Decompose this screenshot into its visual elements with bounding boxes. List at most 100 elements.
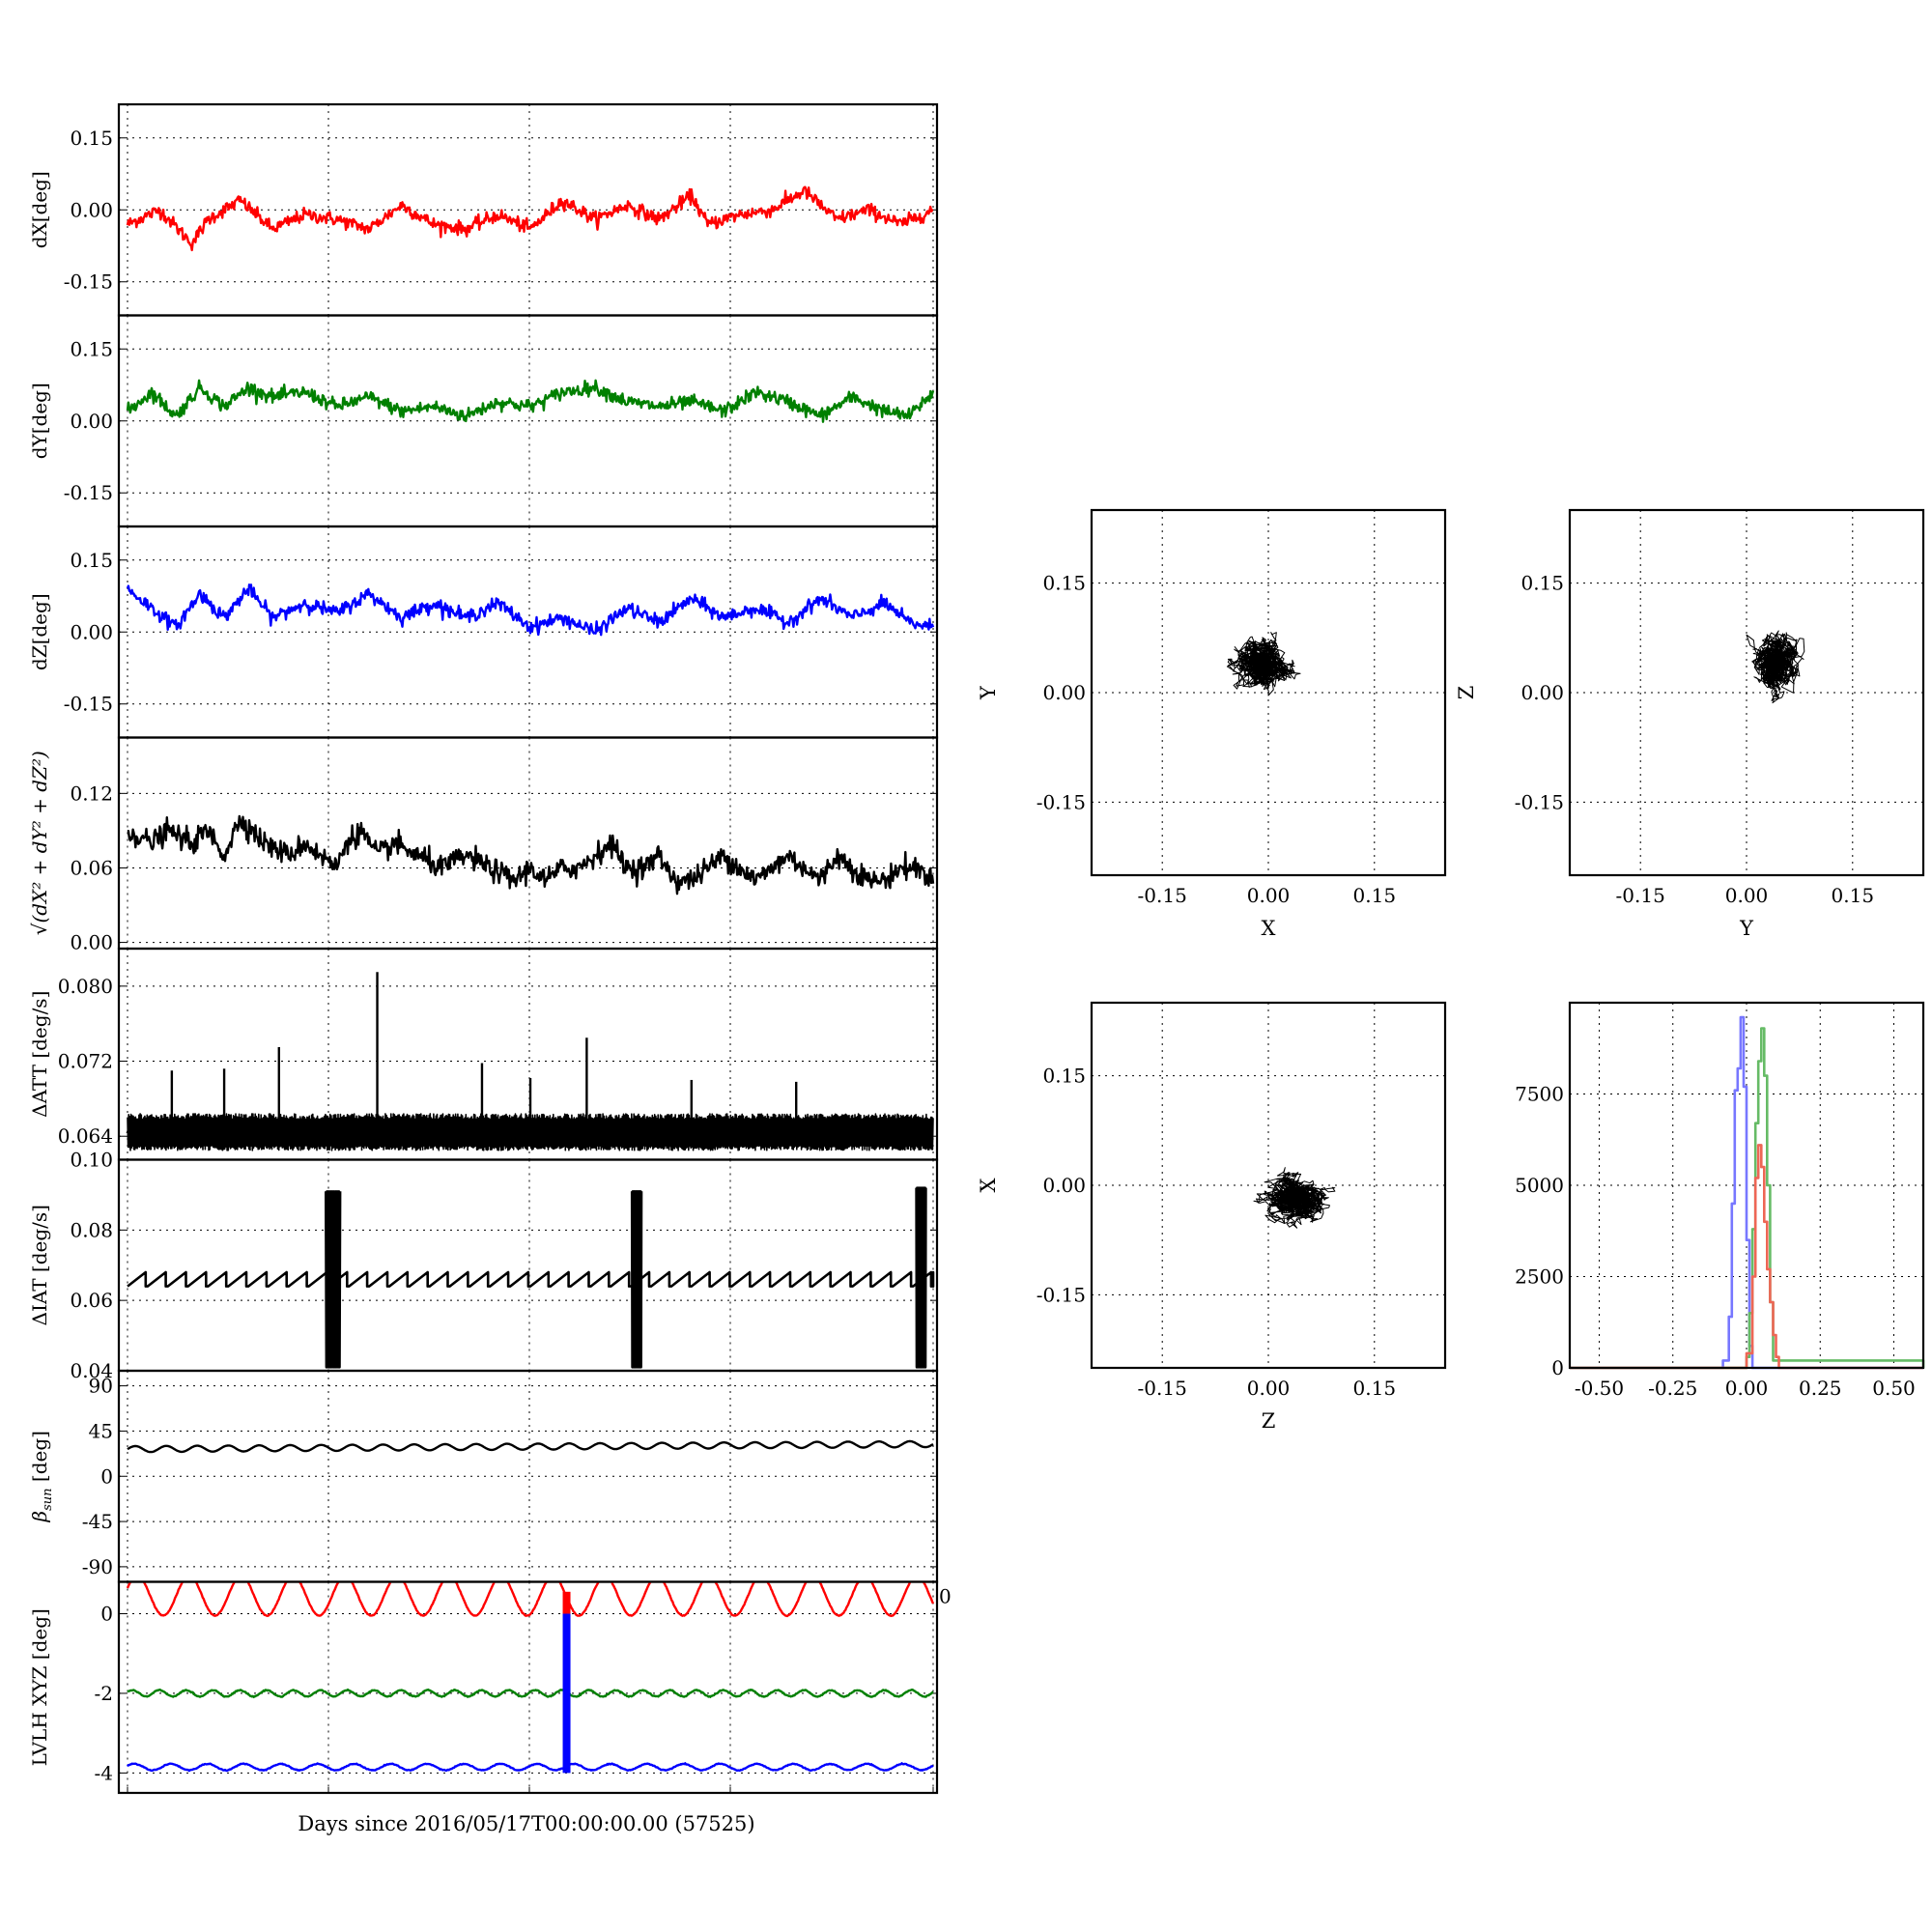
- ytick-label: 0.15: [1042, 572, 1086, 595]
- ylabel: LVLH XYZ [deg]: [28, 1608, 51, 1766]
- ytick-label: 0.00: [70, 410, 113, 433]
- series-line: [127, 1439, 934, 1454]
- panel-hist: -0.50 -0.25 0.00 0.25 0.50 7500 5000 2500 0: [1515, 1001, 1925, 1400]
- xlabel: X: [1262, 917, 1276, 940]
- ytick-label: -45: [82, 1510, 113, 1533]
- ytick-label: 7500: [1515, 1083, 1564, 1106]
- scatter-trace: [1253, 1167, 1336, 1229]
- ytick-label: 2500: [1515, 1265, 1564, 1289]
- panel-dX: 0.15 0.00 -0.15 dX[deg]: [28, 102, 939, 317]
- figure-xlabel: Days since 2016/05/17T00:00:00.00 (57525…: [298, 1812, 754, 1835]
- ytick-label: 0.15: [1520, 572, 1564, 595]
- ytick-label: -0.15: [1037, 790, 1086, 813]
- ytick-label: -90: [82, 1555, 113, 1578]
- ytick-label: 0.00: [70, 620, 113, 643]
- burst: [325, 1190, 342, 1369]
- data-dX: [126, 185, 934, 252]
- panel-scatter_zx: -0.15 0.15 0.00 0.00 0.15 -0.15 Z X: [977, 1001, 1447, 1433]
- ytick-label: 0.00: [1520, 681, 1564, 704]
- series-line: [127, 1762, 934, 1773]
- ytick-label: -0.15: [1515, 790, 1564, 813]
- panel-beta: 90 45 0 -45 -90 βsun [deg]: [28, 1369, 939, 1583]
- ytick-label: 0.00: [1042, 1174, 1086, 1197]
- ytick-label: -0.15: [1037, 1283, 1086, 1306]
- panel-scatter_yz: -0.15 0.15 0.00 0.00 0.15 -0.15 Y Z: [1455, 508, 1925, 940]
- ytick-label: 0.12: [70, 781, 113, 805]
- ytick-label: 0.04: [70, 1359, 113, 1382]
- data-dZ: [126, 583, 935, 637]
- xtick-label: -0.50: [1575, 1377, 1624, 1400]
- ytick-label: -0.15: [64, 693, 113, 716]
- series-line: [127, 1270, 935, 1288]
- panel-frame: [1090, 508, 1447, 877]
- scatter-trace: [1226, 632, 1301, 696]
- xlabel: Z: [1262, 1409, 1276, 1433]
- data-dIAT: [127, 1186, 935, 1369]
- ytick-label: 0.15: [1042, 1065, 1086, 1088]
- series-line: [126, 583, 935, 637]
- xtick-label: 0.15: [1353, 884, 1397, 907]
- xtick-label: -0.25: [1648, 1377, 1697, 1400]
- ylabel: X: [977, 1178, 1000, 1192]
- xtick-label: -0.15: [1138, 1377, 1187, 1400]
- panel-frame: [117, 1580, 939, 1795]
- ylabel: √(dX² + dY² + dZ²): [28, 751, 51, 935]
- ytick-label: -4: [95, 1761, 113, 1784]
- series-line: [127, 1688, 934, 1699]
- ytick-label: 0.15: [70, 127, 113, 150]
- ytick-label: 0: [100, 1464, 113, 1488]
- ytick-label: 0.064: [58, 1124, 113, 1148]
- ylabel: Y: [977, 685, 1000, 700]
- series-line: [126, 1581, 935, 1618]
- ylabel: dY[deg]: [28, 383, 51, 459]
- ytick-label: 45: [89, 1419, 113, 1442]
- xtick-label: 0.00: [1247, 884, 1291, 907]
- right-tick-label: 0: [939, 1585, 952, 1608]
- data-beta: [127, 1439, 934, 1454]
- series-line: [126, 185, 934, 252]
- xtick-label: -0.15: [1138, 884, 1187, 907]
- data-mag: [127, 814, 935, 895]
- xtick-label: 0.15: [1832, 884, 1875, 907]
- data-dY: [126, 379, 935, 423]
- series-line: [126, 379, 935, 423]
- ylabel: Z: [1455, 686, 1478, 700]
- ylabel: ΔIAT [deg/s]: [28, 1205, 51, 1325]
- panel-mag: 0.12 0.06 0.00 √(dX² + dY² + dZ²): [28, 736, 939, 954]
- ytick-label: 0.06: [70, 856, 113, 879]
- ytick-label: 0.08: [70, 1218, 113, 1241]
- ylabel: dX[deg]: [28, 171, 51, 248]
- panel-frame: [1568, 1001, 1925, 1370]
- xlabel: Y: [1739, 917, 1754, 940]
- ytick-label: 90: [89, 1375, 113, 1398]
- ytick-label: 0.06: [70, 1289, 113, 1312]
- panel-dY: 0.15 0.00 -0.15 dY[deg]: [28, 314, 939, 528]
- panel-frame: [1090, 1001, 1447, 1370]
- panel-frame: [1568, 508, 1925, 877]
- panel-dZ: 0.15 0.00 -0.15 dZ[deg]: [28, 525, 939, 739]
- ytick-label: 0.00: [70, 198, 113, 221]
- burst: [915, 1186, 927, 1369]
- ytick-label: 0.072: [58, 1050, 113, 1073]
- xtick-label: 0.50: [1872, 1377, 1916, 1400]
- stacked-panels: 0.15 0.00 -0.15 dX[deg] 0.15 0.00 -0.15 dY[deg]…: [28, 102, 952, 1795]
- ytick-label: -0.15: [64, 270, 113, 294]
- ytick-label: 0.10: [70, 1149, 113, 1172]
- hist-line: [1570, 1144, 1923, 1370]
- ylabel: dZ[deg]: [28, 593, 51, 670]
- ytick-label: 0.080: [58, 975, 113, 998]
- hist-line: [1570, 1015, 1923, 1370]
- series-line: [127, 814, 935, 895]
- scatter-trace: [1746, 630, 1805, 704]
- ytick-label: 0: [100, 1602, 113, 1625]
- ytick-label: -0.15: [64, 481, 113, 504]
- data-dATT: [126, 972, 934, 1151]
- data-lvlh: [126, 1581, 935, 1774]
- xtick-label: 0.00: [1725, 884, 1769, 907]
- series-baseline: [126, 1121, 934, 1140]
- xtick-label: 0.00: [1725, 1377, 1769, 1400]
- ylabel: βsun [deg]: [28, 1431, 55, 1522]
- ytick-label: 5000: [1515, 1174, 1564, 1197]
- panel-frame: [117, 736, 939, 951]
